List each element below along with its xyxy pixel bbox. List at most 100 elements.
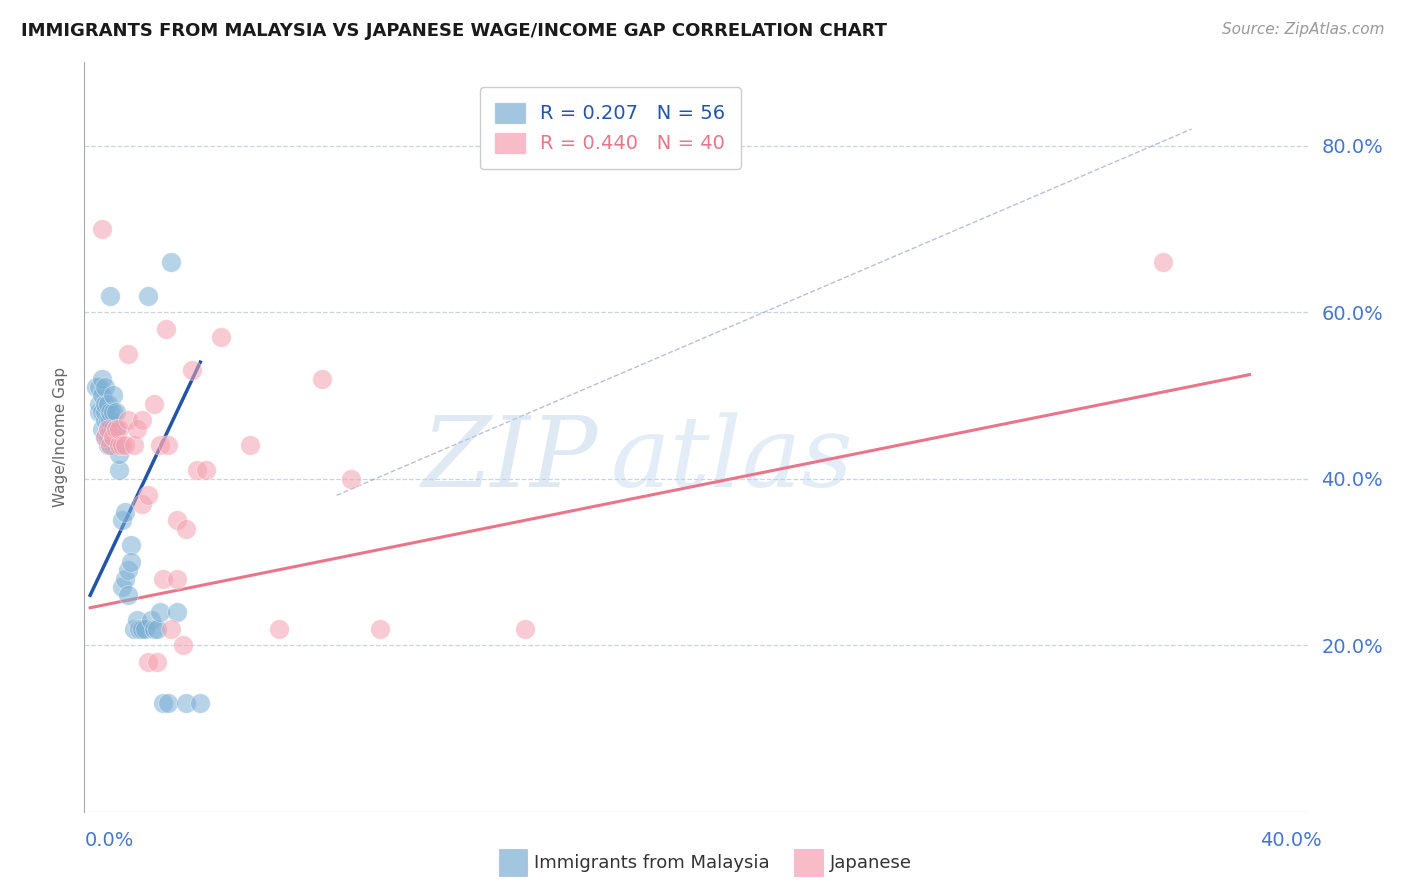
Point [90, 405, 112, 419]
Point [186, 463, 208, 477]
Point [174, 522, 197, 536]
Point [160, 622, 183, 636]
Text: 40.0%: 40.0% [1260, 831, 1322, 850]
Point [146, 622, 169, 636]
Point [114, 572, 136, 586]
Point [239, 438, 262, 452]
Point [100, 288, 122, 302]
Point [174, 697, 197, 711]
Point [142, 397, 165, 411]
Point [100, 438, 122, 452]
Point [90, 222, 112, 236]
Point [149, 605, 172, 619]
Point [90, 372, 112, 386]
Point [114, 438, 136, 452]
Point [122, 622, 145, 636]
Point [100, 422, 122, 436]
Point [93, 430, 115, 444]
Text: atlas: atlas [610, 412, 853, 508]
Point [128, 622, 150, 636]
Point [111, 438, 134, 452]
Point [103, 438, 125, 452]
Point [172, 638, 194, 652]
Point [157, 697, 180, 711]
Point [96, 422, 118, 436]
Point [166, 605, 188, 619]
Point [117, 347, 139, 361]
Point [125, 613, 148, 627]
Point [105, 405, 128, 419]
Point [117, 563, 139, 577]
Point [96, 397, 118, 411]
Point [209, 330, 232, 344]
Point [195, 463, 218, 477]
Text: 0.0%: 0.0% [84, 831, 135, 850]
Point [108, 447, 131, 461]
Point [136, 288, 159, 302]
Point [122, 438, 145, 452]
Point [157, 438, 180, 452]
Text: Japanese: Japanese [830, 855, 911, 872]
Point [87, 397, 110, 411]
Text: IMMIGRANTS FROM MALAYSIA VS JAPANESE WAGE/INCOME GAP CORRELATION CHART: IMMIGRANTS FROM MALAYSIA VS JAPANESE WAG… [21, 22, 887, 40]
Point [93, 430, 115, 444]
Point [108, 422, 131, 436]
Point [155, 322, 177, 336]
Point [368, 622, 391, 636]
Point [120, 555, 142, 569]
Point [1152, 255, 1174, 269]
Point [100, 413, 122, 427]
Point [108, 438, 131, 452]
Point [134, 622, 156, 636]
Text: ZIP: ZIP [422, 412, 598, 508]
Point [103, 430, 125, 444]
Point [125, 422, 148, 436]
Point [111, 580, 134, 594]
Point [103, 422, 125, 436]
Point [166, 572, 188, 586]
Point [146, 655, 169, 669]
Point [136, 488, 159, 502]
Point [142, 622, 165, 636]
Point [84, 380, 107, 394]
Point [96, 438, 118, 452]
Text: Source: ZipAtlas.com: Source: ZipAtlas.com [1222, 22, 1385, 37]
Point [166, 513, 188, 527]
Point [311, 372, 333, 386]
Point [100, 405, 122, 419]
Legend: R = 0.207   N = 56, R = 0.440   N = 40: R = 0.207 N = 56, R = 0.440 N = 40 [479, 87, 741, 169]
Point [93, 397, 115, 411]
Point [103, 405, 125, 419]
Point [111, 513, 134, 527]
Point [108, 463, 131, 477]
Point [93, 380, 115, 394]
Point [160, 255, 183, 269]
Point [105, 422, 128, 436]
Point [105, 438, 128, 452]
Point [90, 422, 112, 436]
Point [96, 422, 118, 436]
Point [90, 388, 112, 402]
Point [96, 413, 118, 427]
Text: Immigrants from Malaysia: Immigrants from Malaysia [534, 855, 770, 872]
Y-axis label: Wage/Income Gap: Wage/Income Gap [52, 367, 67, 508]
Point [117, 588, 139, 602]
Point [152, 697, 174, 711]
Point [131, 622, 153, 636]
Point [131, 413, 153, 427]
Point [87, 380, 110, 394]
Point [131, 497, 153, 511]
Point [105, 422, 128, 436]
Point [149, 438, 172, 452]
Point [340, 472, 363, 486]
Point [513, 622, 536, 636]
Point [100, 438, 122, 452]
Point [188, 697, 211, 711]
Point [136, 655, 159, 669]
Point [267, 622, 290, 636]
Point [180, 363, 202, 377]
Point [103, 388, 125, 402]
Point [139, 613, 162, 627]
Point [117, 413, 139, 427]
Point [93, 413, 115, 427]
